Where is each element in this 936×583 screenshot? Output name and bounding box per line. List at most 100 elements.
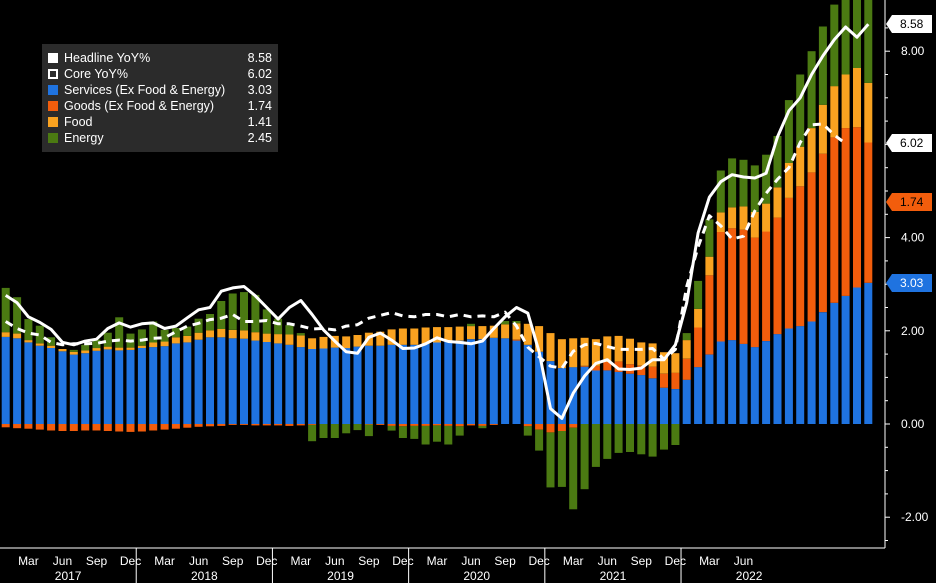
bar-energy-53	[603, 424, 612, 459]
legend-item-headline: Headline YoY% 8.58	[42, 50, 278, 66]
legend-label: Energy	[64, 131, 104, 145]
bar-food-58	[660, 352, 668, 374]
x-tick-label: Jun	[53, 554, 72, 568]
bar-energy-75	[853, 0, 861, 68]
bar-services-38	[433, 342, 441, 424]
bar-energy-17	[194, 318, 203, 333]
bar-food-4	[47, 345, 56, 348]
bar-services-18	[206, 337, 214, 424]
bar-goods-7	[81, 424, 90, 431]
bar-food-43	[489, 325, 498, 338]
bar-energy-10	[115, 317, 124, 348]
bar-energy-28	[319, 424, 328, 438]
bar-energy-49	[557, 431, 566, 487]
bar-goods-76	[864, 142, 873, 283]
legend-value: 2.45	[247, 131, 272, 145]
bar-energy-27	[308, 424, 317, 442]
bar-food-41	[467, 326, 475, 340]
x-tick-label: Jun	[189, 554, 208, 568]
bar-goods-37	[421, 424, 430, 426]
core-line	[4, 122, 847, 370]
bar-energy-54	[614, 424, 623, 453]
bar-food-6	[69, 351, 78, 355]
value-tag-text: 3.03	[900, 275, 924, 290]
bar-goods-13	[149, 424, 158, 431]
bar-food-36	[410, 328, 419, 345]
bar-services-73	[830, 302, 839, 424]
bar-food-60	[682, 340, 691, 359]
bar-services-35	[398, 344, 407, 424]
bar-services-0	[1, 336, 10, 424]
bar-goods-14	[160, 424, 169, 430]
bar-food-11	[126, 347, 135, 350]
bar-goods-16	[183, 424, 192, 428]
x-tick-label: Sep	[86, 554, 108, 568]
bar-goods-2	[24, 424, 33, 429]
x-tick-label: Dec	[256, 554, 277, 568]
value-tag-text: 1.74	[900, 194, 924, 209]
bar-goods-70	[796, 186, 805, 327]
legend-label: Food	[64, 115, 93, 129]
bar-food-49	[557, 339, 566, 369]
bar-energy-60	[682, 333, 691, 341]
x-tick-label: Dec	[120, 554, 141, 568]
bar-services-72	[818, 312, 827, 424]
x-tick-label: Jun	[325, 554, 344, 568]
bar-food-73	[830, 86, 839, 138]
x-year-label: 2021	[600, 569, 627, 583]
bar-services-9	[103, 349, 112, 424]
bar-energy-40	[455, 426, 464, 436]
bar-food-9	[103, 346, 112, 350]
x-tick-label: Jun	[734, 554, 753, 568]
bar-food-56	[637, 342, 646, 366]
value-tag: 6.02	[886, 134, 932, 153]
bar-food-2	[24, 340, 33, 343]
bar-services-6	[69, 354, 78, 424]
bar-energy-14	[160, 329, 169, 342]
bar-food-64	[728, 207, 737, 229]
bar-services-21	[240, 338, 248, 424]
bar-goods-0	[1, 424, 10, 428]
bar-goods-48	[546, 424, 555, 433]
bar-goods-75	[853, 127, 861, 288]
bar-services-75	[853, 287, 861, 424]
x-tick-label: Dec	[392, 554, 413, 568]
bar-goods-67	[762, 231, 771, 341]
bar-goods-62	[705, 275, 714, 355]
bar-goods-61	[694, 327, 703, 368]
bar-goods-60	[682, 358, 691, 380]
bar-services-3	[35, 345, 44, 424]
bar-energy-66	[750, 165, 759, 212]
bar-goods-27	[308, 424, 317, 425]
bar-goods-40	[455, 424, 464, 427]
bar-services-65	[739, 343, 748, 424]
y-tick-label: 0.00	[901, 417, 925, 431]
legend-item-goods: Goods (Ex Food & Energy) 1.74	[42, 98, 278, 114]
bar-services-17	[194, 339, 203, 424]
bar-energy-72	[818, 26, 827, 105]
legend-value: 8.58	[247, 51, 272, 65]
bar-services-14	[160, 346, 169, 424]
bar-services-69	[784, 328, 793, 424]
value-tag-text: 6.02	[900, 136, 924, 151]
bar-goods-20	[228, 424, 237, 425]
bar-services-31	[353, 346, 362, 424]
x-tick-label: Mar	[290, 554, 311, 568]
x-tick-label: Dec	[665, 554, 686, 568]
bar-food-68	[773, 187, 782, 218]
bar-goods-59	[671, 372, 680, 389]
bar-energy-2	[24, 319, 33, 341]
bar-goods-12	[137, 424, 146, 432]
bar-goods-72	[818, 153, 827, 313]
bar-energy-29	[330, 424, 339, 438]
bar-energy-9	[103, 332, 112, 347]
bar-goods-65	[739, 229, 748, 344]
bar-energy-42	[478, 425, 487, 429]
bar-food-37	[421, 327, 430, 344]
bar-services-54	[614, 371, 623, 424]
value-tag-text: 8.58	[900, 17, 924, 32]
bar-food-55	[626, 338, 634, 365]
bar-energy-74	[841, 0, 850, 75]
legend-swatch	[48, 117, 58, 127]
